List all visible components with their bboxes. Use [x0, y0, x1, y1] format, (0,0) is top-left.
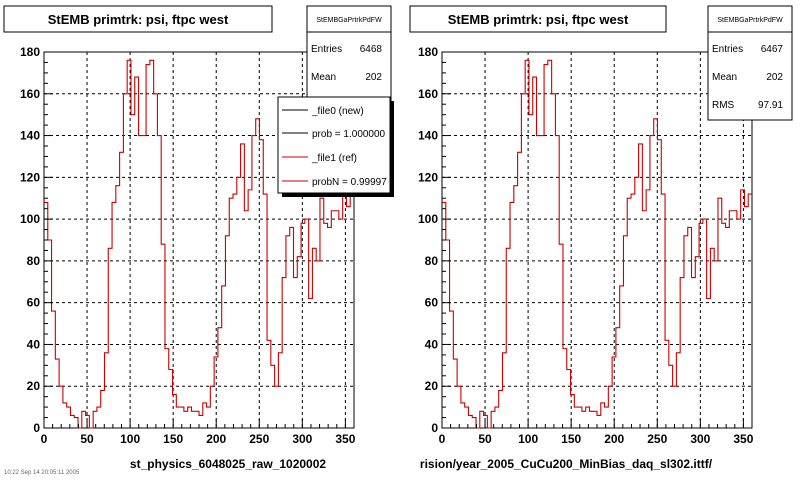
stats-entries-label: Entries: [311, 44, 342, 55]
stats-header: StEMBGaPrtrkPdFW: [717, 17, 783, 24]
x-tick-label: 300: [292, 432, 312, 446]
title-box: StEMB primtrk: psi, ftpc west: [3, 5, 273, 33]
histogram-line: [44, 59, 354, 429]
x-tick-label: 250: [647, 432, 667, 446]
y-tick-label: 100: [20, 212, 40, 226]
x-axis-label: st_physics_6048025_raw_1020002: [130, 457, 326, 471]
stats-header: StEMBGaPrtrkPdFW: [316, 17, 382, 24]
x-axis-label: rision/year_2005_CuCu200_MinBias_daq_sl3…: [420, 457, 713, 471]
y-tick-label: 160: [20, 87, 40, 101]
stats-mean-value: 202: [766, 72, 783, 83]
stats-mean-label: Mean: [311, 72, 336, 83]
plot-frame: [441, 51, 753, 429]
y-tick-label: 0: [33, 421, 40, 435]
x-tick-label: 50: [478, 432, 492, 446]
stats-rms-value: 97.91: [758, 100, 783, 111]
y-tick-label: 140: [418, 129, 438, 143]
y-tick-label: 100: [418, 212, 438, 226]
y-tick-label: 140: [20, 129, 40, 143]
grid: [442, 51, 752, 428]
y-tick-label: 20: [27, 379, 41, 393]
x-tick-label: 350: [335, 432, 355, 446]
x-tick-label: 100: [518, 432, 538, 446]
histogram-series: [442, 59, 752, 429]
legend-entry: _file1 (ref): [311, 153, 357, 164]
stats-entries-label: Entries: [712, 44, 743, 55]
legend: _file0 (new) prob = 1.000000 _file1 (ref…: [277, 96, 394, 197]
x-tick-label: 200: [604, 432, 624, 446]
y-tick-label: 180: [20, 45, 40, 59]
stats-entries-value: 6468: [360, 44, 383, 55]
x-tick-label: 50: [80, 432, 94, 446]
y-tick-label: 60: [27, 296, 41, 310]
histogram-series: [44, 59, 354, 429]
y-tick-label: 180: [418, 45, 438, 59]
footer-timestamp: 10:22 Sep 14 20:05:11 2005: [4, 470, 80, 476]
x-tick-label: 250: [249, 432, 269, 446]
y-tick-label: 120: [20, 170, 40, 184]
legend-entry: _file0 (new): [311, 106, 364, 117]
chart-title: StEMB primtrk: psi, ftpc west: [448, 12, 629, 27]
stats-box: StEMBGaPrtrkPdFW Entries 6467 Mean 202 R…: [707, 5, 793, 121]
stats-mean-label: Mean: [712, 72, 737, 83]
legend-entry: probN = 0.99997: [312, 177, 387, 188]
x-tick-label: 0: [439, 432, 446, 446]
histogram-line: [442, 59, 752, 429]
y-tick-label: 160: [418, 87, 438, 101]
x-tick-label: 200: [206, 432, 226, 446]
legend-entry: prob = 1.000000: [312, 129, 386, 140]
x-tick-label: 300: [690, 432, 710, 446]
x-tick-label: 350: [733, 432, 753, 446]
y-tick-label: 80: [425, 254, 439, 268]
y-tick-label: 40: [425, 337, 439, 351]
chart-title: StEMB primtrk: psi, ftpc west: [48, 12, 229, 27]
axis-ticks: 0 50 100 150 200 250 300 350 0 20 40 60 80 100 120 140 1…: [20, 45, 356, 446]
stats-rms-label: RMS: [712, 100, 735, 111]
y-tick-label: 40: [27, 337, 41, 351]
stats-entries-value: 6467: [761, 44, 784, 55]
y-tick-label: 80: [27, 254, 41, 268]
y-tick-label: 60: [425, 296, 439, 310]
x-tick-label: 150: [163, 432, 183, 446]
left-panel: 0 50 100 150 200 250 300 350 0 20 40 60 80 100 120 140 1…: [3, 5, 394, 471]
y-tick-label: 120: [418, 170, 438, 184]
y-tick-label: 20: [425, 379, 439, 393]
axis-ticks: 0 50 100 150 200 250 300 350 0 20 40 60 80 100 120 140 1…: [418, 45, 754, 446]
y-tick-label: 0: [431, 421, 438, 435]
title-box: StEMB primtrk: psi, ftpc west: [409, 5, 667, 33]
stats-mean-value: 202: [365, 72, 382, 83]
x-tick-label: 0: [41, 432, 48, 446]
right-panel: 0 50 100 150 200 250 300 350 0 20 40 60 80 100 120 140 1…: [409, 5, 793, 471]
x-tick-label: 100: [120, 432, 140, 446]
x-tick-label: 150: [561, 432, 581, 446]
